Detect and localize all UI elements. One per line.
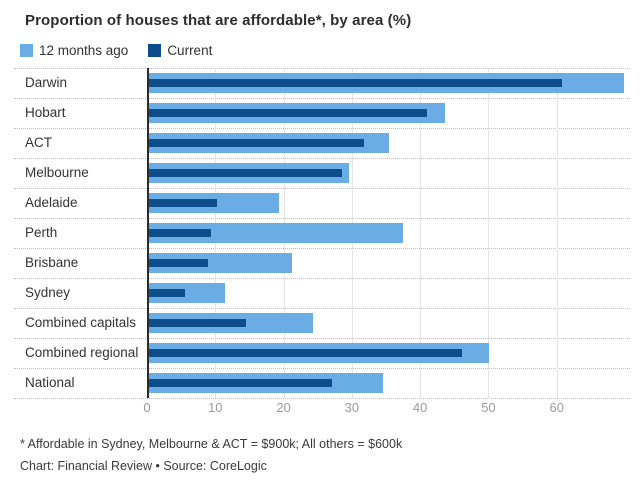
- bar-current: [147, 79, 563, 87]
- legend-label: 12 months ago: [39, 43, 129, 58]
- plot-area: [147, 68, 625, 398]
- bar-current: [147, 379, 333, 387]
- x-axis-tick-label: 10: [208, 400, 223, 415]
- category-label: Hobart: [25, 105, 66, 120]
- legend-label: Current: [167, 43, 213, 58]
- gridline: [420, 68, 422, 398]
- bar-current: [147, 289, 186, 297]
- legend: 12 months ago Current: [20, 43, 212, 58]
- bar-12-months-ago: [147, 223, 404, 243]
- bar-current: [147, 259, 208, 267]
- row-separator: [14, 158, 630, 159]
- bar-current: [147, 199, 217, 207]
- category-label: Perth: [25, 225, 58, 240]
- bar-current: [147, 169, 342, 177]
- x-axis-tick-label: 60: [549, 400, 564, 415]
- x-axis: 0 10 20 30 40 50 60: [143, 400, 625, 416]
- bar-current: [147, 109, 427, 117]
- legend-swatch-12-months-ago: [20, 44, 33, 57]
- x-axis-tick-label: 30: [344, 400, 360, 415]
- row-separator: [14, 218, 630, 219]
- legend-item-current: Current: [148, 43, 212, 58]
- bar-12-months-ago: [147, 283, 225, 303]
- category-label: Darwin: [25, 75, 68, 90]
- category-label: Brisbane: [25, 255, 79, 270]
- category-labels: Darwin Hobart ACT Melbourne Adelaide Perth Bri…: [25, 68, 145, 398]
- row-separator: [14, 68, 630, 69]
- row-separator: [14, 188, 630, 189]
- y-axis-line: [147, 68, 149, 398]
- legend-item-12-months-ago: 12 months ago: [20, 43, 128, 58]
- bar-12-months-ago: [147, 253, 292, 273]
- chart-title: Proportion of houses that are affordable…: [25, 12, 412, 29]
- bar-current: [147, 319, 246, 327]
- row-separator: [14, 248, 630, 249]
- x-axis-tick-label: 40: [412, 400, 428, 415]
- x-axis-tick-label: 0: [143, 400, 151, 415]
- source-credit: Chart: Financial Review • Source: CoreLo…: [20, 459, 267, 473]
- row-separator: [14, 308, 630, 309]
- category-label: ACT: [25, 135, 52, 150]
- row-separator: [14, 128, 630, 129]
- category-label: Melbourne: [25, 165, 89, 180]
- category-label: National: [25, 375, 75, 390]
- category-label: Adelaide: [25, 195, 78, 210]
- row-separator: [14, 368, 630, 369]
- bar-current: [147, 229, 212, 237]
- row-separator: [14, 278, 630, 279]
- x-axis-tick-label: 20: [276, 400, 291, 415]
- gridline: [556, 68, 558, 398]
- row-separator: [14, 98, 630, 99]
- category-label: Combined regional: [25, 345, 139, 360]
- legend-swatch-current: [148, 44, 162, 57]
- category-label: Sydney: [25, 285, 71, 300]
- footnote: * Affordable in Sydney, Melbourne & ACT …: [20, 437, 403, 451]
- x-axis-tick-label: 50: [481, 400, 496, 415]
- bar-current: [147, 349, 462, 357]
- row-separator: [14, 338, 630, 339]
- row-separator: [14, 398, 630, 399]
- gridline: [488, 68, 490, 398]
- bar-current: [147, 139, 365, 147]
- category-label: Combined capitals: [25, 315, 137, 330]
